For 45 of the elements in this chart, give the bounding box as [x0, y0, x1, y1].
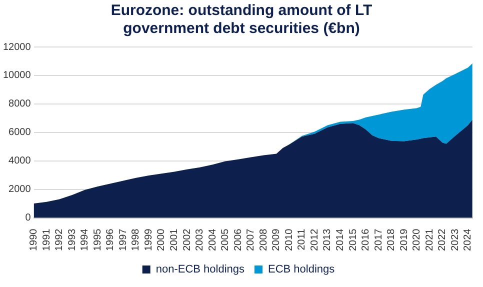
legend-label: ECB holdings — [268, 264, 336, 276]
y-tick-label: 8000 — [8, 98, 32, 110]
x-tick-label: 2003 — [194, 228, 206, 252]
y-tick-label: 0 — [25, 212, 32, 224]
x-tick-label: 2024 — [462, 228, 474, 252]
x-tick-label: 2004 — [207, 228, 218, 252]
x-tick-label: 2017 — [373, 228, 384, 252]
x-tick-label: 2014 — [335, 228, 346, 252]
x-tick-label: 2001 — [169, 228, 180, 252]
x-tick-label: 2008 — [258, 228, 270, 252]
y-tick-label: 12000 — [2, 42, 32, 53]
x-tick-label: 2023 — [450, 228, 461, 252]
x-tick-label: 2018 — [386, 228, 398, 252]
y-tick-label: 6000 — [8, 127, 32, 138]
y-tick-label: 4000 — [8, 156, 32, 167]
x-tick-label: 2005 — [220, 228, 232, 252]
x-tick-label: 2000 — [156, 228, 168, 252]
x-tick-label: 1997 — [118, 228, 129, 252]
x-tick-label: 2019 — [398, 228, 410, 252]
x-tick-label: 2016 — [360, 228, 372, 252]
x-tick-label: 2012 — [309, 228, 320, 252]
x-tick-label: 2002 — [182, 228, 193, 252]
x-tick-label: 1999 — [143, 228, 154, 252]
x-tick-label: 1990 — [28, 228, 40, 252]
x-tick-label: 2007 — [246, 228, 257, 252]
x-tick-label: 2021 — [424, 228, 436, 252]
x-tick-label: 1995 — [92, 228, 104, 252]
x-tick-label: 1998 — [130, 228, 142, 252]
x-tick-label: 2006 — [232, 228, 244, 252]
x-tick-label: 2013 — [322, 228, 334, 252]
x-tick-label: 2011 — [296, 228, 308, 250]
x-tick-label: 2009 — [271, 228, 282, 252]
x-tick-label: 1992 — [54, 228, 66, 252]
x-tick-label: 2010 — [284, 228, 295, 252]
x-tick-label: 1996 — [105, 228, 116, 252]
chart-title: Eurozone: outstanding amount of LT government debt securities (€bn) — [110, 2, 374, 38]
x-tick-label: 1994 — [80, 228, 91, 252]
legend-label: non-ECB holdings — [156, 264, 246, 276]
y-tick-label: 2000 — [8, 184, 32, 196]
x-tick-label: 2022 — [437, 228, 448, 252]
x-tick-label: 1991 — [41, 228, 52, 252]
y-tick-label: 10000 — [2, 70, 32, 82]
x-tick-label: 1993 — [66, 228, 78, 252]
x-tick-label: 2020 — [412, 228, 423, 252]
x-tick-label: 2015 — [348, 228, 359, 252]
